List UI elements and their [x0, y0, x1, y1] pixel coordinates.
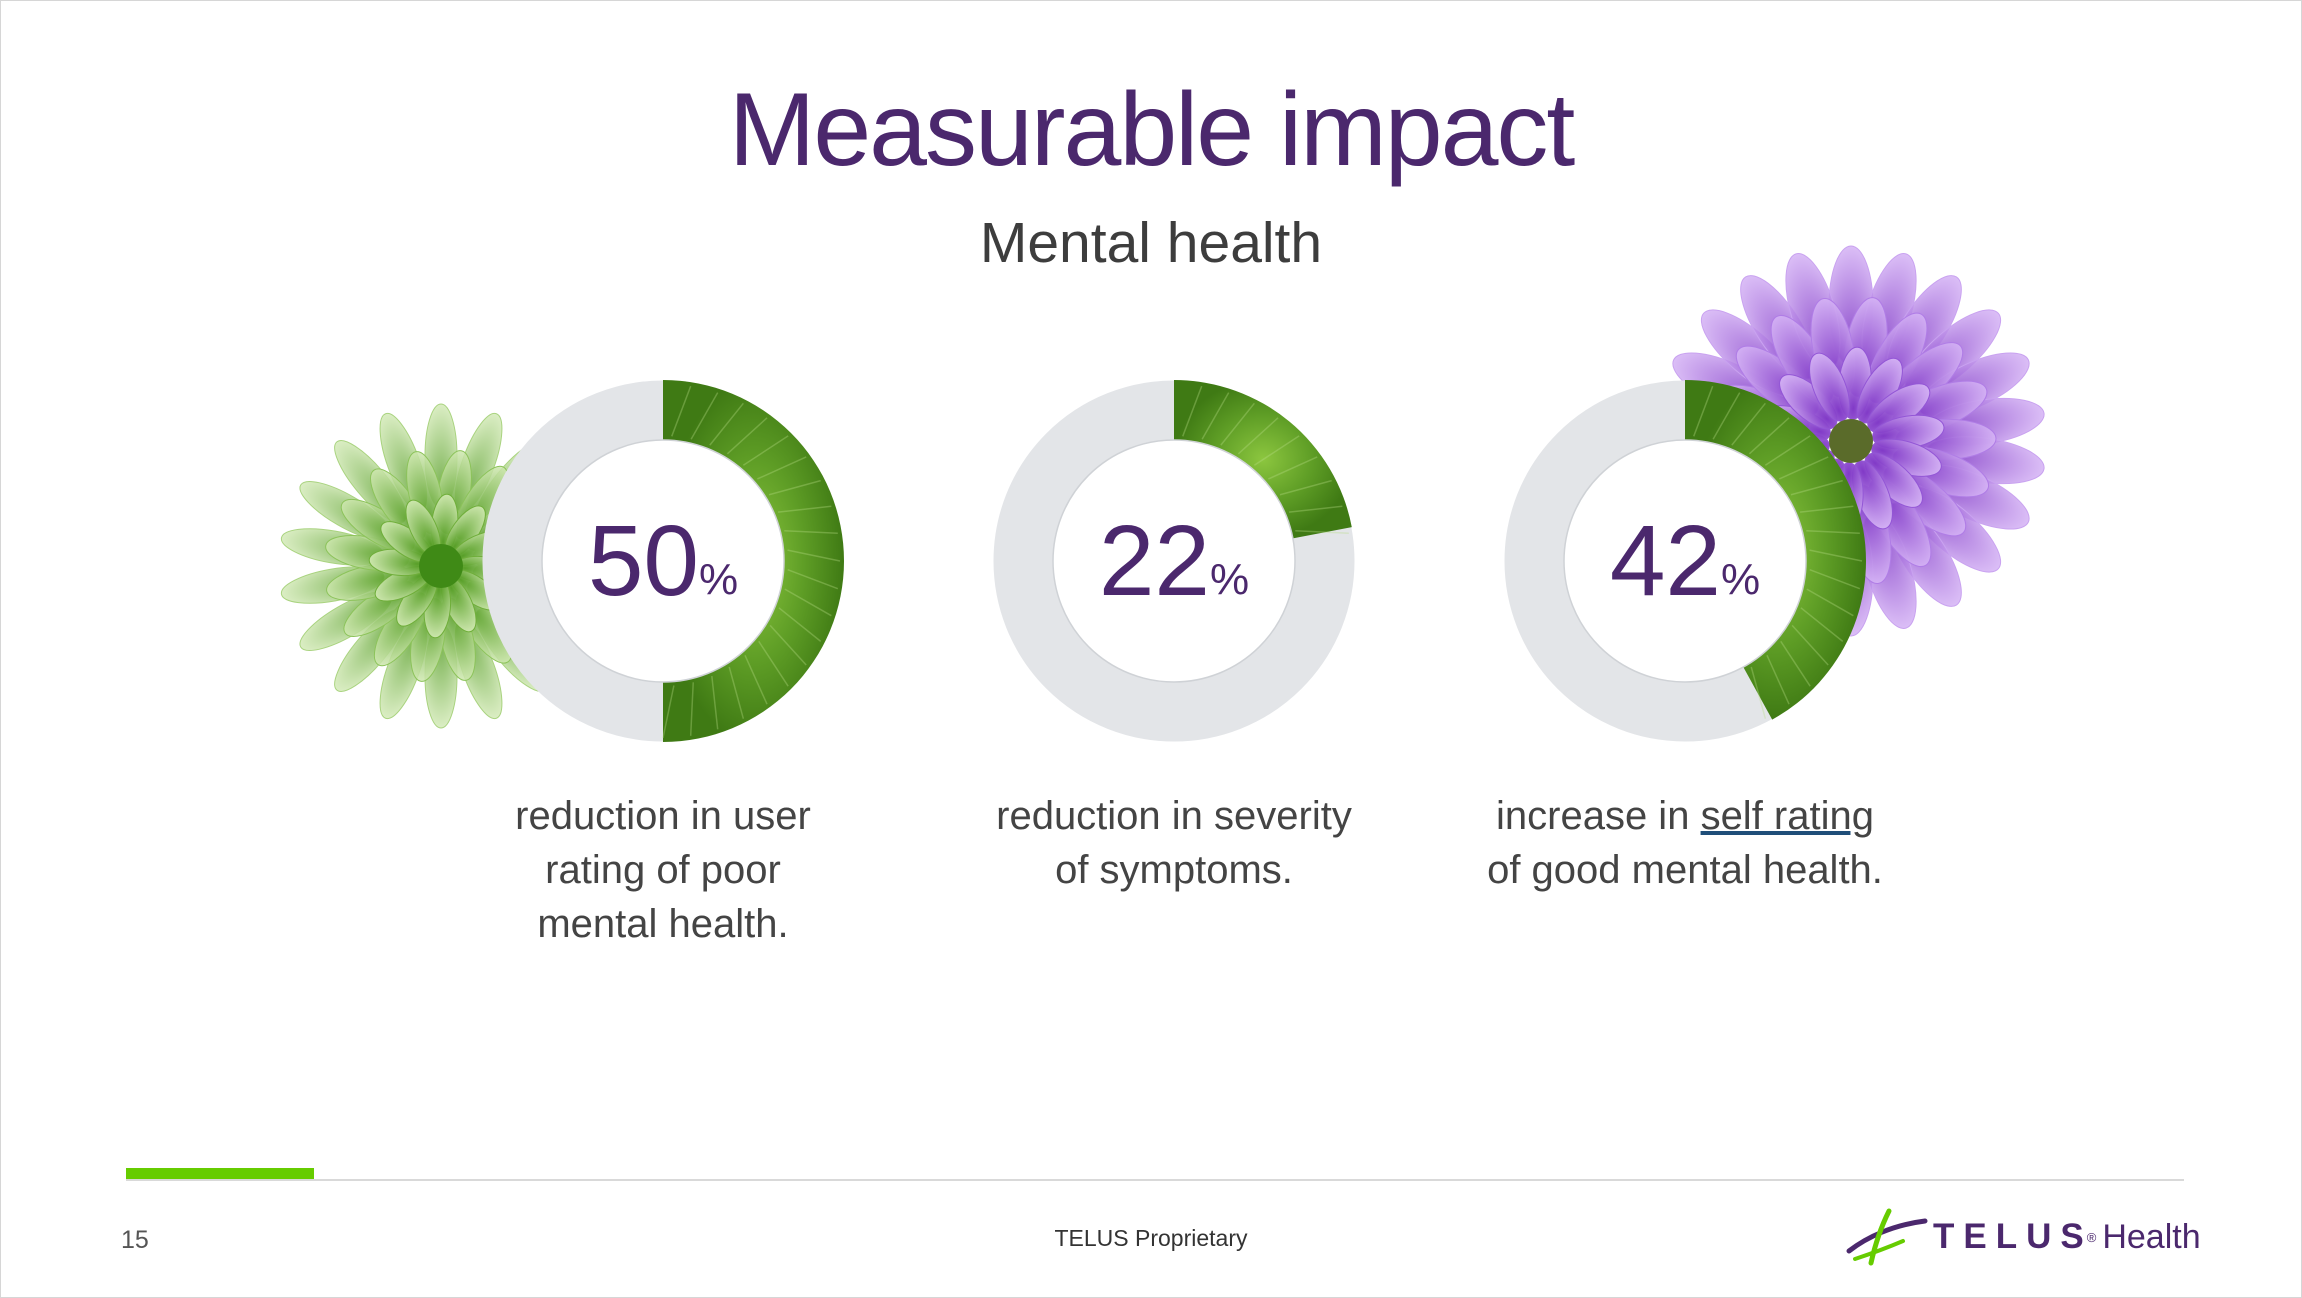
leaf-vein [769, 624, 807, 666]
leaf-vein [1766, 655, 1790, 705]
leaf-vein [1253, 435, 1300, 466]
caption-line: reduction in user [515, 794, 811, 838]
leaf-vein [784, 588, 832, 617]
donut-2-percent-sign: % [1210, 555, 1249, 604]
footer-proprietary-text: TELUS Proprietary [1054, 1225, 1248, 1251]
svg-text:50%: 50% [588, 505, 738, 617]
leaf-vein [1295, 530, 1349, 535]
donut-1-percent-sign: % [699, 555, 738, 604]
leaf-vein [742, 435, 789, 466]
leaf-vein [744, 655, 768, 705]
leaf-vein [784, 530, 838, 535]
leaf-vein [1806, 588, 1854, 617]
leaf-vein [671, 385, 692, 437]
leaf-vein [1780, 640, 1811, 687]
donut-2-value-arc [1174, 380, 1352, 539]
leaf-vein [787, 549, 841, 562]
caption-line: of symptoms. [1055, 848, 1293, 892]
leaf-vein [1220, 402, 1255, 446]
leaf-vein [1809, 549, 1863, 562]
leaf-vein [768, 479, 821, 496]
donut-3-leaf-texture [1693, 385, 1863, 719]
donut-chart-1: 50% [482, 380, 844, 742]
leaf-vein [711, 675, 719, 730]
leaf-vein [1693, 385, 1714, 437]
slide-title: Measurable impact [728, 72, 1576, 188]
leaf-vein [1800, 607, 1844, 642]
leaf-vein [1712, 392, 1741, 440]
donut-1-value-arc [663, 380, 844, 742]
leaf-vein [1791, 624, 1829, 666]
leaf-vein [1809, 569, 1861, 590]
leaf-vein [662, 685, 675, 739]
caption-line: rating of poor [545, 848, 781, 892]
leaf-vein [1279, 479, 1332, 496]
leaf-vein [787, 569, 839, 590]
leaf-vein [1288, 505, 1343, 513]
brand-product: Health [2102, 1217, 2201, 1256]
telus-logo-icon [1846, 1208, 1928, 1266]
brand-registered-mark: ® [2086, 1229, 2097, 1245]
donut-2-caption: reduction in severity of symptoms. [954, 789, 1394, 897]
caption-line: reduction in severity [996, 794, 1352, 838]
leaf-vein [1731, 402, 1766, 446]
leaf-vein [728, 666, 745, 719]
leaf-vein [1764, 435, 1811, 466]
leaf-vein [757, 456, 807, 480]
brand-name: TELUS [1933, 1217, 2093, 1256]
leaf-vein [1201, 392, 1230, 440]
leaf-vein [1790, 479, 1843, 496]
accent-bar [126, 1168, 314, 1179]
donut-1-leaf-texture [662, 385, 841, 739]
page-number: 15 [121, 1226, 149, 1254]
caption-line: of good mental health. [1487, 848, 1883, 892]
leaf-vein [709, 402, 744, 446]
leaf-vein [1750, 666, 1767, 719]
donut-1-value-label: 50 [588, 505, 699, 617]
donut-3-value-label: 42 [1610, 505, 1721, 617]
donut-chart-3: 42% [1504, 380, 1867, 742]
flower-center [419, 544, 463, 588]
donut-2-inner [1052, 439, 1296, 683]
slide-subtitle: Mental health [979, 211, 1323, 275]
leaf-vein [1237, 417, 1279, 455]
caption-text: increase in [1496, 794, 1701, 838]
leaf-vein [1748, 417, 1790, 455]
donut-3-percent-sign: % [1721, 555, 1760, 604]
leaf-vein [1799, 505, 1854, 513]
donut-2-value-label: 22 [1099, 505, 1210, 617]
telus-health-logo: TELUS ® Health [1845, 1207, 2201, 1267]
caption-line: increase in self rating [1435, 789, 1935, 843]
donut-1-caption: reduction in user rating of poor mental … [443, 789, 883, 951]
donut-2-leaf-texture [1182, 385, 1349, 535]
caption-line: mental health. [537, 902, 789, 946]
donut-3-caption: increase in self rating of good mental h… [1435, 789, 1935, 897]
leaf-vein [1182, 385, 1203, 437]
leaf-vein [1268, 456, 1318, 480]
leaf-vein [1806, 530, 1860, 535]
svg-text:42%: 42% [1610, 505, 1760, 617]
leaf-vein [778, 607, 822, 642]
donut-3-value-arc [1685, 380, 1867, 720]
donut-chart-2: 22% [993, 380, 1355, 742]
flower-center [1829, 419, 1873, 463]
leaf-vein [689, 682, 694, 736]
svg-text:22%: 22% [1099, 505, 1249, 617]
footer-divider [126, 1179, 2184, 1181]
donut-3-inner [1563, 439, 1807, 683]
leaf-vein [1779, 456, 1829, 480]
leaf-vein [726, 417, 768, 455]
self-rating-link[interactable]: self rating [1700, 794, 1874, 838]
donut-1-inner [541, 439, 785, 683]
leaf-vein [758, 640, 789, 687]
leaf-vein [690, 392, 719, 440]
leaf-vein [777, 505, 832, 513]
